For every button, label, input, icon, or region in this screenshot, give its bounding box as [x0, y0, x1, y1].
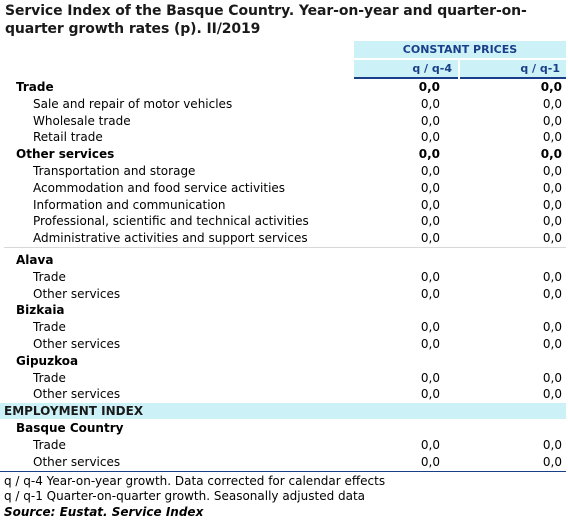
- table-row: Transportation and storage 0,0 0,0: [4, 163, 566, 180]
- value-qoq: 0,0: [542, 197, 562, 212]
- table-row: Other services 0,0 0,0: [4, 336, 566, 353]
- value-yoy: 0,0: [420, 197, 440, 212]
- header-divider: [460, 77, 566, 79]
- data-table: Trade 0,0 0,0 Sale and repair of motor v…: [4, 79, 566, 403]
- value-yoy: 0,0: [420, 231, 440, 246]
- value-yoy: 0,0: [420, 163, 440, 178]
- value-yoy: 0,0: [420, 320, 440, 335]
- value-qoq: 0,0: [542, 269, 562, 284]
- row-label: Wholesale trade: [33, 113, 131, 128]
- value-yoy: 0,0: [420, 96, 440, 111]
- row-label: Other services: [33, 454, 121, 469]
- value-qoq: 0,0: [542, 454, 562, 469]
- row-label: Trade: [33, 370, 66, 385]
- value-qoq: 0,0: [542, 437, 562, 452]
- row-label: Trade: [16, 80, 54, 94]
- table-row: Trade 0,0 0,0: [4, 319, 566, 336]
- value-yoy: 0,0: [420, 113, 440, 128]
- value-qoq: 0,0: [542, 231, 562, 246]
- col-yoy-header: q / q-4: [354, 60, 458, 77]
- region-heading: Alava: [4, 252, 566, 269]
- table-header: CONSTANT PRICES q / q-4 q / q-1: [4, 41, 566, 79]
- value-qoq: 0,0: [542, 180, 562, 195]
- table-row: Administrative activities and support se…: [4, 230, 566, 248]
- value-qoq: 0,0: [542, 336, 562, 351]
- value-qoq: 0,0: [542, 96, 562, 111]
- region-heading: Bizkaia: [4, 302, 566, 319]
- employment-table: Basque Country Trade 0,0 0,0 Other servi…: [4, 420, 566, 470]
- table-row: Other services 0,0 0,0: [4, 386, 566, 403]
- col-qoq-header: q / q-1: [460, 60, 566, 77]
- value-yoy: 0,0: [420, 336, 440, 351]
- row-label: Sale and repair of motor vehicles: [33, 96, 233, 111]
- value-qoq: 0,0: [542, 163, 562, 178]
- row-label: Other services: [16, 147, 115, 162]
- table-row: Acommodation and food service activities…: [4, 180, 566, 197]
- footnote-yoy: q / q-4 Year-on-year growth. Data correc…: [4, 474, 386, 488]
- value-qoq: 0,0: [542, 113, 562, 128]
- value-yoy: 0,0: [420, 454, 440, 469]
- table-row: Other services 0,0 0,0: [4, 146, 566, 163]
- region-label: Basque Country: [16, 421, 124, 435]
- table-row: Trade 0,0 0,0: [4, 370, 566, 387]
- region-heading: Basque Country: [4, 420, 566, 437]
- row-label: Trade: [33, 320, 66, 335]
- table-row: Wholesale trade 0,0 0,0: [4, 113, 566, 130]
- value-yoy: 0,0: [420, 286, 440, 301]
- employment-index-band: EMPLOYMENT INDEX: [0, 403, 566, 419]
- value-yoy: 0,0: [420, 437, 440, 452]
- constant-prices-header: CONSTANT PRICES: [354, 41, 566, 58]
- row-label: Information and communication: [33, 197, 226, 212]
- source-note: Source: Eustat. Service Index: [4, 505, 204, 519]
- value-yoy: 0,0: [420, 370, 440, 385]
- value-yoy: 0,0: [420, 214, 440, 229]
- table-row: Trade 0,0 0,0: [4, 437, 566, 454]
- value-yoy: 0,0: [418, 80, 440, 94]
- region-label: Gipuzkoa: [16, 353, 79, 368]
- value-yoy: 0,0: [420, 387, 440, 402]
- value-yoy: 0,0: [420, 130, 440, 145]
- value-qoq: 0,0: [542, 286, 562, 301]
- value-qoq: 0,0: [542, 387, 562, 402]
- row-label: Retail trade: [33, 130, 103, 145]
- value-qoq: 0,0: [540, 80, 562, 94]
- value-qoq: 0,0: [542, 214, 562, 229]
- footnote-qoq: q / q-1 Quarter-on-quarter growth. Seaso…: [4, 489, 366, 503]
- row-label: Trade: [33, 437, 66, 452]
- value-qoq: 0,0: [542, 130, 562, 145]
- table-bottom-rule: [0, 471, 566, 472]
- table-row: Trade 0,0 0,0: [4, 79, 566, 96]
- table-row: Trade 0,0 0,0: [4, 269, 566, 286]
- table-row: Retail trade 0,0 0,0: [4, 129, 566, 146]
- value-yoy: 0,0: [420, 180, 440, 195]
- row-label: Trade: [33, 269, 66, 284]
- value-yoy: 0,0: [418, 147, 440, 162]
- table-row: Other services 0,0 0,0: [4, 286, 566, 303]
- value-yoy: 0,0: [420, 269, 440, 284]
- employment-index-heading: EMPLOYMENT INDEX: [4, 404, 144, 418]
- table-row: Information and communication 0,0 0,0: [4, 197, 566, 214]
- table-row: Sale and repair of motor vehicles 0,0 0,…: [4, 96, 566, 113]
- row-label: Other services: [33, 336, 121, 351]
- region-heading: Gipuzkoa: [4, 353, 566, 370]
- page-title: Service Index of the Basque Country. Yea…: [5, 3, 527, 37]
- value-qoq: 0,0: [540, 147, 562, 162]
- table-row: Other services 0,0 0,0: [4, 454, 566, 471]
- row-label: Acommodation and food service activities: [33, 180, 286, 195]
- value-qoq: 0,0: [542, 320, 562, 335]
- table-row: Professional, scientific and technical a…: [4, 213, 566, 230]
- region-label: Bizkaia: [16, 303, 65, 318]
- row-label: Professional, scientific and technical a…: [33, 214, 309, 229]
- row-label: Transportation and storage: [33, 163, 196, 178]
- row-label: Administrative activities and support se…: [33, 231, 308, 246]
- region-label: Alava: [16, 252, 54, 267]
- header-divider: [354, 77, 458, 79]
- row-label: Other services: [33, 387, 121, 402]
- value-qoq: 0,0: [542, 370, 562, 385]
- row-label: Other services: [33, 286, 121, 301]
